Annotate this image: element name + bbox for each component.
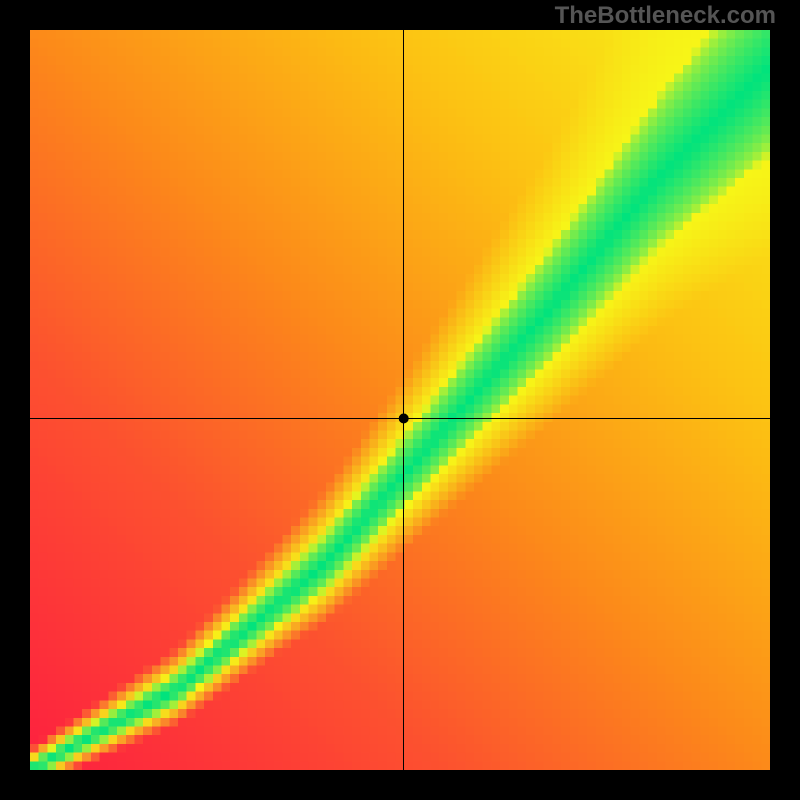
watermark-text: TheBottleneck.com [555,2,776,30]
crosshair-horizontal [30,418,770,419]
marker-canvas [30,30,770,770]
chart-frame: TheBottleneck.com [0,0,800,800]
crosshair-vertical [403,30,404,770]
